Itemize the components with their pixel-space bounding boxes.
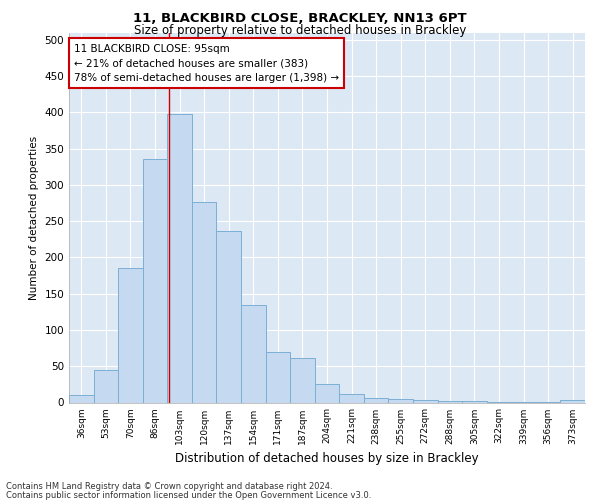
Bar (290, 358, 315, 403)
Bar (167, 114, 192, 403)
Bar (388, 399, 413, 402)
Bar (94, 370, 118, 402)
Text: 11, BLACKBIRD CLOSE, BRACKLEY, NN13 6PT: 11, BLACKBIRD CLOSE, BRACKLEY, NN13 6PT (133, 12, 467, 26)
Bar (413, 400, 437, 402)
Bar (217, 230, 241, 402)
Bar (437, 401, 462, 402)
Bar (69, 395, 94, 402)
Bar (143, 160, 167, 402)
Bar (560, 400, 585, 402)
Y-axis label: Number of detached properties: Number of detached properties (29, 136, 39, 300)
Bar (118, 268, 143, 402)
Bar (315, 384, 339, 402)
Bar (339, 394, 364, 402)
Bar (462, 401, 487, 402)
Bar (192, 202, 217, 402)
Text: 11 BLACKBIRD CLOSE: 95sqm
← 21% of detached houses are smaller (383)
78% of semi: 11 BLACKBIRD CLOSE: 95sqm ← 21% of detac… (74, 44, 339, 83)
Bar (266, 352, 290, 403)
Text: Contains public sector information licensed under the Open Government Licence v3: Contains public sector information licen… (6, 490, 371, 500)
Text: Size of property relative to detached houses in Brackley: Size of property relative to detached ho… (134, 24, 466, 37)
Text: Contains HM Land Registry data © Crown copyright and database right 2024.: Contains HM Land Registry data © Crown c… (6, 482, 332, 491)
X-axis label: Distribution of detached houses by size in Brackley: Distribution of detached houses by size … (175, 452, 479, 465)
Bar (364, 398, 388, 402)
Bar (241, 304, 266, 402)
